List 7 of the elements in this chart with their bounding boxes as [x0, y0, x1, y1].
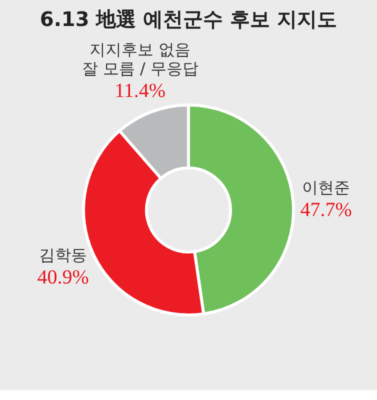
- slice-label: 이현준: [302, 178, 350, 198]
- slice-label: 김학동: [39, 246, 88, 265]
- data-label: 11.4%: [114, 80, 166, 102]
- data-label: 47.7%: [300, 199, 352, 222]
- slice-label: 지지후보 없음 잘 모름 / 무응답: [82, 40, 198, 78]
- data-label: 40.9%: [37, 266, 89, 289]
- chart-title: 6.13 地選 예천군수 후보 지지도: [40, 7, 338, 31]
